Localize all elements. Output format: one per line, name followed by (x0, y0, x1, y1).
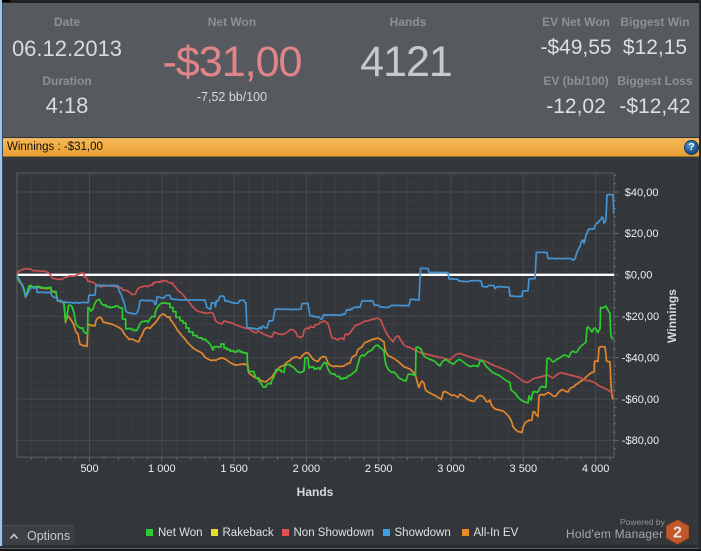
svg-text:3 500: 3 500 (510, 463, 538, 475)
svg-text:500: 500 (80, 463, 98, 475)
svg-text:3 000: 3 000 (437, 463, 465, 475)
svg-text:$20,00: $20,00 (625, 228, 659, 240)
svg-text:-$60,00: -$60,00 (622, 394, 659, 406)
svg-text:-$40,00: -$40,00 (622, 352, 659, 364)
svg-text:4 000: 4 000 (582, 463, 610, 475)
svg-text:1 500: 1 500 (220, 463, 248, 475)
svg-text:-$20,00: -$20,00 (622, 311, 659, 323)
svg-text:$0,00: $0,00 (625, 270, 653, 282)
svg-text:1 000: 1 000 (148, 463, 176, 475)
svg-text:$40,00: $40,00 (625, 187, 659, 199)
svg-text:Hands: Hands (297, 485, 334, 499)
svg-text:2: 2 (673, 525, 682, 542)
svg-text:-$80,00: -$80,00 (622, 435, 659, 447)
svg-text:2 000: 2 000 (293, 463, 321, 475)
svg-text:Winnings: Winnings (665, 289, 679, 343)
svg-text:2 500: 2 500 (365, 463, 393, 475)
